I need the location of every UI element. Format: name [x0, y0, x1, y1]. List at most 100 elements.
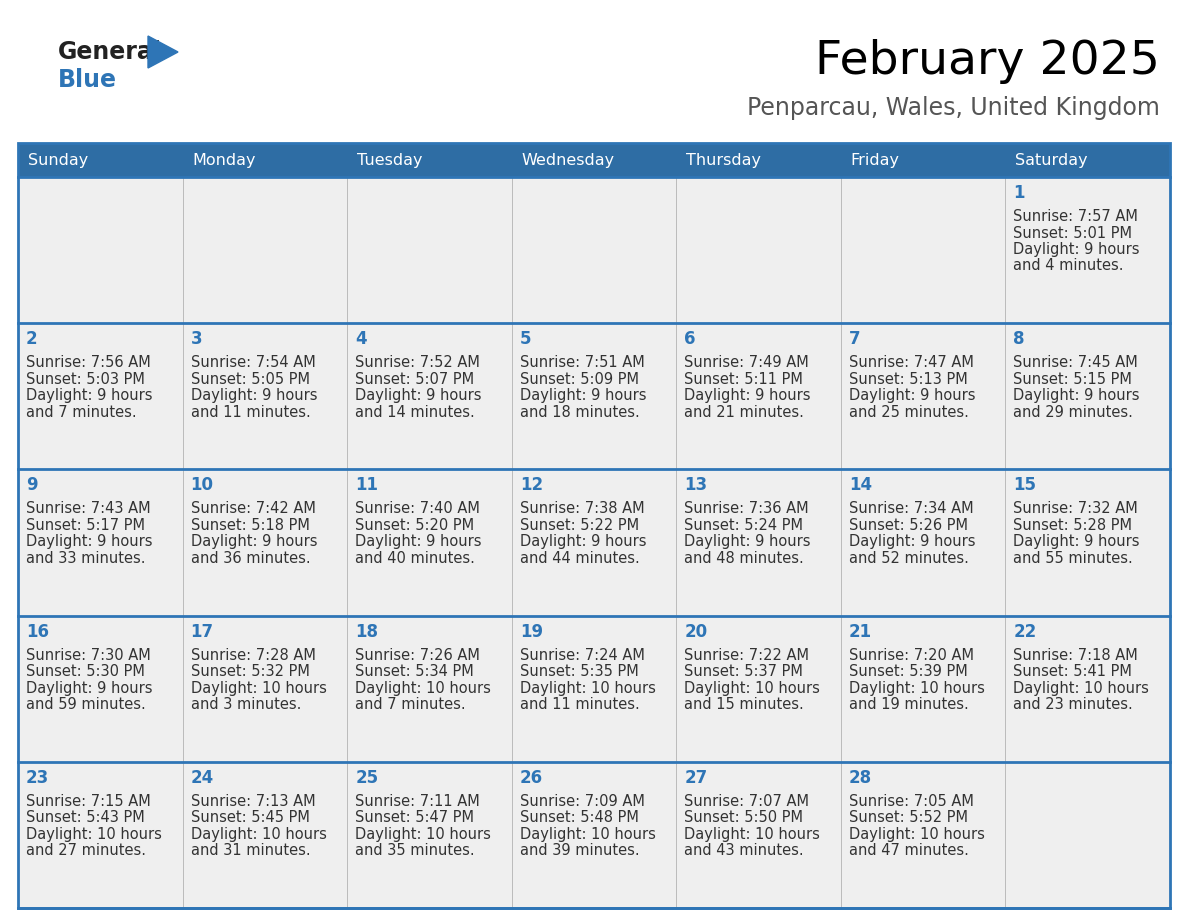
- Text: Sunset: 5:30 PM: Sunset: 5:30 PM: [26, 664, 145, 679]
- Text: Sunset: 5:52 PM: Sunset: 5:52 PM: [849, 811, 968, 825]
- Text: Daylight: 9 hours: Daylight: 9 hours: [26, 680, 152, 696]
- Text: 17: 17: [190, 622, 214, 641]
- Text: 22: 22: [1013, 622, 1037, 641]
- Text: Saturday: Saturday: [1016, 152, 1088, 167]
- Text: 20: 20: [684, 622, 707, 641]
- Text: Sunrise: 7:34 AM: Sunrise: 7:34 AM: [849, 501, 973, 517]
- Text: Sunset: 5:17 PM: Sunset: 5:17 PM: [26, 518, 145, 533]
- Text: General: General: [58, 40, 162, 64]
- Text: Sunrise: 7:51 AM: Sunrise: 7:51 AM: [519, 355, 644, 370]
- Text: 6: 6: [684, 330, 696, 348]
- Text: Daylight: 9 hours: Daylight: 9 hours: [519, 534, 646, 549]
- Text: Sunrise: 7:36 AM: Sunrise: 7:36 AM: [684, 501, 809, 517]
- Text: Sunset: 5:34 PM: Sunset: 5:34 PM: [355, 664, 474, 679]
- Text: and 43 minutes.: and 43 minutes.: [684, 844, 804, 858]
- Text: 10: 10: [190, 476, 214, 495]
- Text: Penparcau, Wales, United Kingdom: Penparcau, Wales, United Kingdom: [747, 96, 1159, 120]
- Text: and 36 minutes.: and 36 minutes.: [190, 551, 310, 565]
- Text: and 39 minutes.: and 39 minutes.: [519, 844, 639, 858]
- Text: Daylight: 9 hours: Daylight: 9 hours: [1013, 242, 1140, 257]
- Text: Sunrise: 7:28 AM: Sunrise: 7:28 AM: [190, 647, 316, 663]
- Text: Sunrise: 7:05 AM: Sunrise: 7:05 AM: [849, 794, 974, 809]
- Text: Sunrise: 7:57 AM: Sunrise: 7:57 AM: [1013, 209, 1138, 224]
- Text: Sunset: 5:22 PM: Sunset: 5:22 PM: [519, 518, 639, 533]
- Text: 26: 26: [519, 768, 543, 787]
- Text: and 4 minutes.: and 4 minutes.: [1013, 259, 1124, 274]
- Text: and 3 minutes.: and 3 minutes.: [190, 697, 301, 712]
- Text: Sunrise: 7:54 AM: Sunrise: 7:54 AM: [190, 355, 315, 370]
- Text: and 55 minutes.: and 55 minutes.: [1013, 551, 1133, 565]
- Text: Daylight: 9 hours: Daylight: 9 hours: [26, 388, 152, 403]
- Text: Sunrise: 7:40 AM: Sunrise: 7:40 AM: [355, 501, 480, 517]
- Text: Daylight: 9 hours: Daylight: 9 hours: [355, 388, 481, 403]
- Text: Sunrise: 7:22 AM: Sunrise: 7:22 AM: [684, 647, 809, 663]
- Text: Daylight: 9 hours: Daylight: 9 hours: [355, 534, 481, 549]
- Text: Sunrise: 7:45 AM: Sunrise: 7:45 AM: [1013, 355, 1138, 370]
- Text: Sunset: 5:09 PM: Sunset: 5:09 PM: [519, 372, 639, 386]
- Text: and 52 minutes.: and 52 minutes.: [849, 551, 968, 565]
- Bar: [18, 143, 1170, 177]
- Bar: [18, 323, 1170, 469]
- Text: Sunrise: 7:30 AM: Sunrise: 7:30 AM: [26, 647, 151, 663]
- Text: Sunset: 5:48 PM: Sunset: 5:48 PM: [519, 811, 639, 825]
- Text: Sunrise: 7:07 AM: Sunrise: 7:07 AM: [684, 794, 809, 809]
- Text: Sunset: 5:03 PM: Sunset: 5:03 PM: [26, 372, 145, 386]
- Text: Sunset: 5:50 PM: Sunset: 5:50 PM: [684, 811, 803, 825]
- Text: Daylight: 10 hours: Daylight: 10 hours: [519, 680, 656, 696]
- Text: 3: 3: [190, 330, 202, 348]
- Text: Daylight: 10 hours: Daylight: 10 hours: [519, 827, 656, 842]
- Text: Sunrise: 7:26 AM: Sunrise: 7:26 AM: [355, 647, 480, 663]
- Text: Sunrise: 7:13 AM: Sunrise: 7:13 AM: [190, 794, 315, 809]
- Text: and 18 minutes.: and 18 minutes.: [519, 405, 639, 420]
- Text: and 47 minutes.: and 47 minutes.: [849, 844, 968, 858]
- Text: Daylight: 9 hours: Daylight: 9 hours: [1013, 388, 1140, 403]
- Text: Sunset: 5:45 PM: Sunset: 5:45 PM: [190, 811, 309, 825]
- Text: Blue: Blue: [58, 68, 116, 92]
- Text: 15: 15: [1013, 476, 1036, 495]
- Text: and 44 minutes.: and 44 minutes.: [519, 551, 639, 565]
- Text: 19: 19: [519, 622, 543, 641]
- Text: Sunrise: 7:47 AM: Sunrise: 7:47 AM: [849, 355, 974, 370]
- Text: February 2025: February 2025: [815, 39, 1159, 84]
- Text: Daylight: 9 hours: Daylight: 9 hours: [684, 534, 810, 549]
- Text: Daylight: 9 hours: Daylight: 9 hours: [190, 388, 317, 403]
- Text: Friday: Friday: [851, 152, 899, 167]
- Text: and 27 minutes.: and 27 minutes.: [26, 844, 146, 858]
- Text: 4: 4: [355, 330, 367, 348]
- Text: Sunset: 5:28 PM: Sunset: 5:28 PM: [1013, 518, 1132, 533]
- Text: and 14 minutes.: and 14 minutes.: [355, 405, 475, 420]
- Text: Sunrise: 7:09 AM: Sunrise: 7:09 AM: [519, 794, 645, 809]
- Text: Daylight: 9 hours: Daylight: 9 hours: [684, 388, 810, 403]
- Text: Daylight: 10 hours: Daylight: 10 hours: [684, 827, 820, 842]
- Text: Sunset: 5:47 PM: Sunset: 5:47 PM: [355, 811, 474, 825]
- Text: 25: 25: [355, 768, 378, 787]
- Text: Daylight: 10 hours: Daylight: 10 hours: [849, 680, 985, 696]
- Text: Daylight: 9 hours: Daylight: 9 hours: [190, 534, 317, 549]
- Text: and 7 minutes.: and 7 minutes.: [26, 405, 137, 420]
- Text: 23: 23: [26, 768, 49, 787]
- Text: and 7 minutes.: and 7 minutes.: [355, 697, 466, 712]
- Text: Sunday: Sunday: [29, 152, 88, 167]
- Text: Sunset: 5:32 PM: Sunset: 5:32 PM: [190, 664, 309, 679]
- Text: Sunset: 5:37 PM: Sunset: 5:37 PM: [684, 664, 803, 679]
- Text: 5: 5: [519, 330, 531, 348]
- Text: Sunset: 5:13 PM: Sunset: 5:13 PM: [849, 372, 967, 386]
- Text: 27: 27: [684, 768, 708, 787]
- Text: 13: 13: [684, 476, 707, 495]
- Text: Monday: Monday: [192, 152, 257, 167]
- Text: and 21 minutes.: and 21 minutes.: [684, 405, 804, 420]
- Text: 12: 12: [519, 476, 543, 495]
- Text: Sunset: 5:18 PM: Sunset: 5:18 PM: [190, 518, 309, 533]
- Text: 2: 2: [26, 330, 38, 348]
- Text: Sunset: 5:43 PM: Sunset: 5:43 PM: [26, 811, 145, 825]
- Text: and 35 minutes.: and 35 minutes.: [355, 844, 475, 858]
- Text: and 19 minutes.: and 19 minutes.: [849, 697, 968, 712]
- Text: Daylight: 9 hours: Daylight: 9 hours: [849, 534, 975, 549]
- Text: 16: 16: [26, 622, 49, 641]
- Text: Daylight: 10 hours: Daylight: 10 hours: [684, 680, 820, 696]
- Text: 28: 28: [849, 768, 872, 787]
- Text: 11: 11: [355, 476, 378, 495]
- Text: Daylight: 10 hours: Daylight: 10 hours: [849, 827, 985, 842]
- Text: Daylight: 9 hours: Daylight: 9 hours: [519, 388, 646, 403]
- Text: and 15 minutes.: and 15 minutes.: [684, 697, 804, 712]
